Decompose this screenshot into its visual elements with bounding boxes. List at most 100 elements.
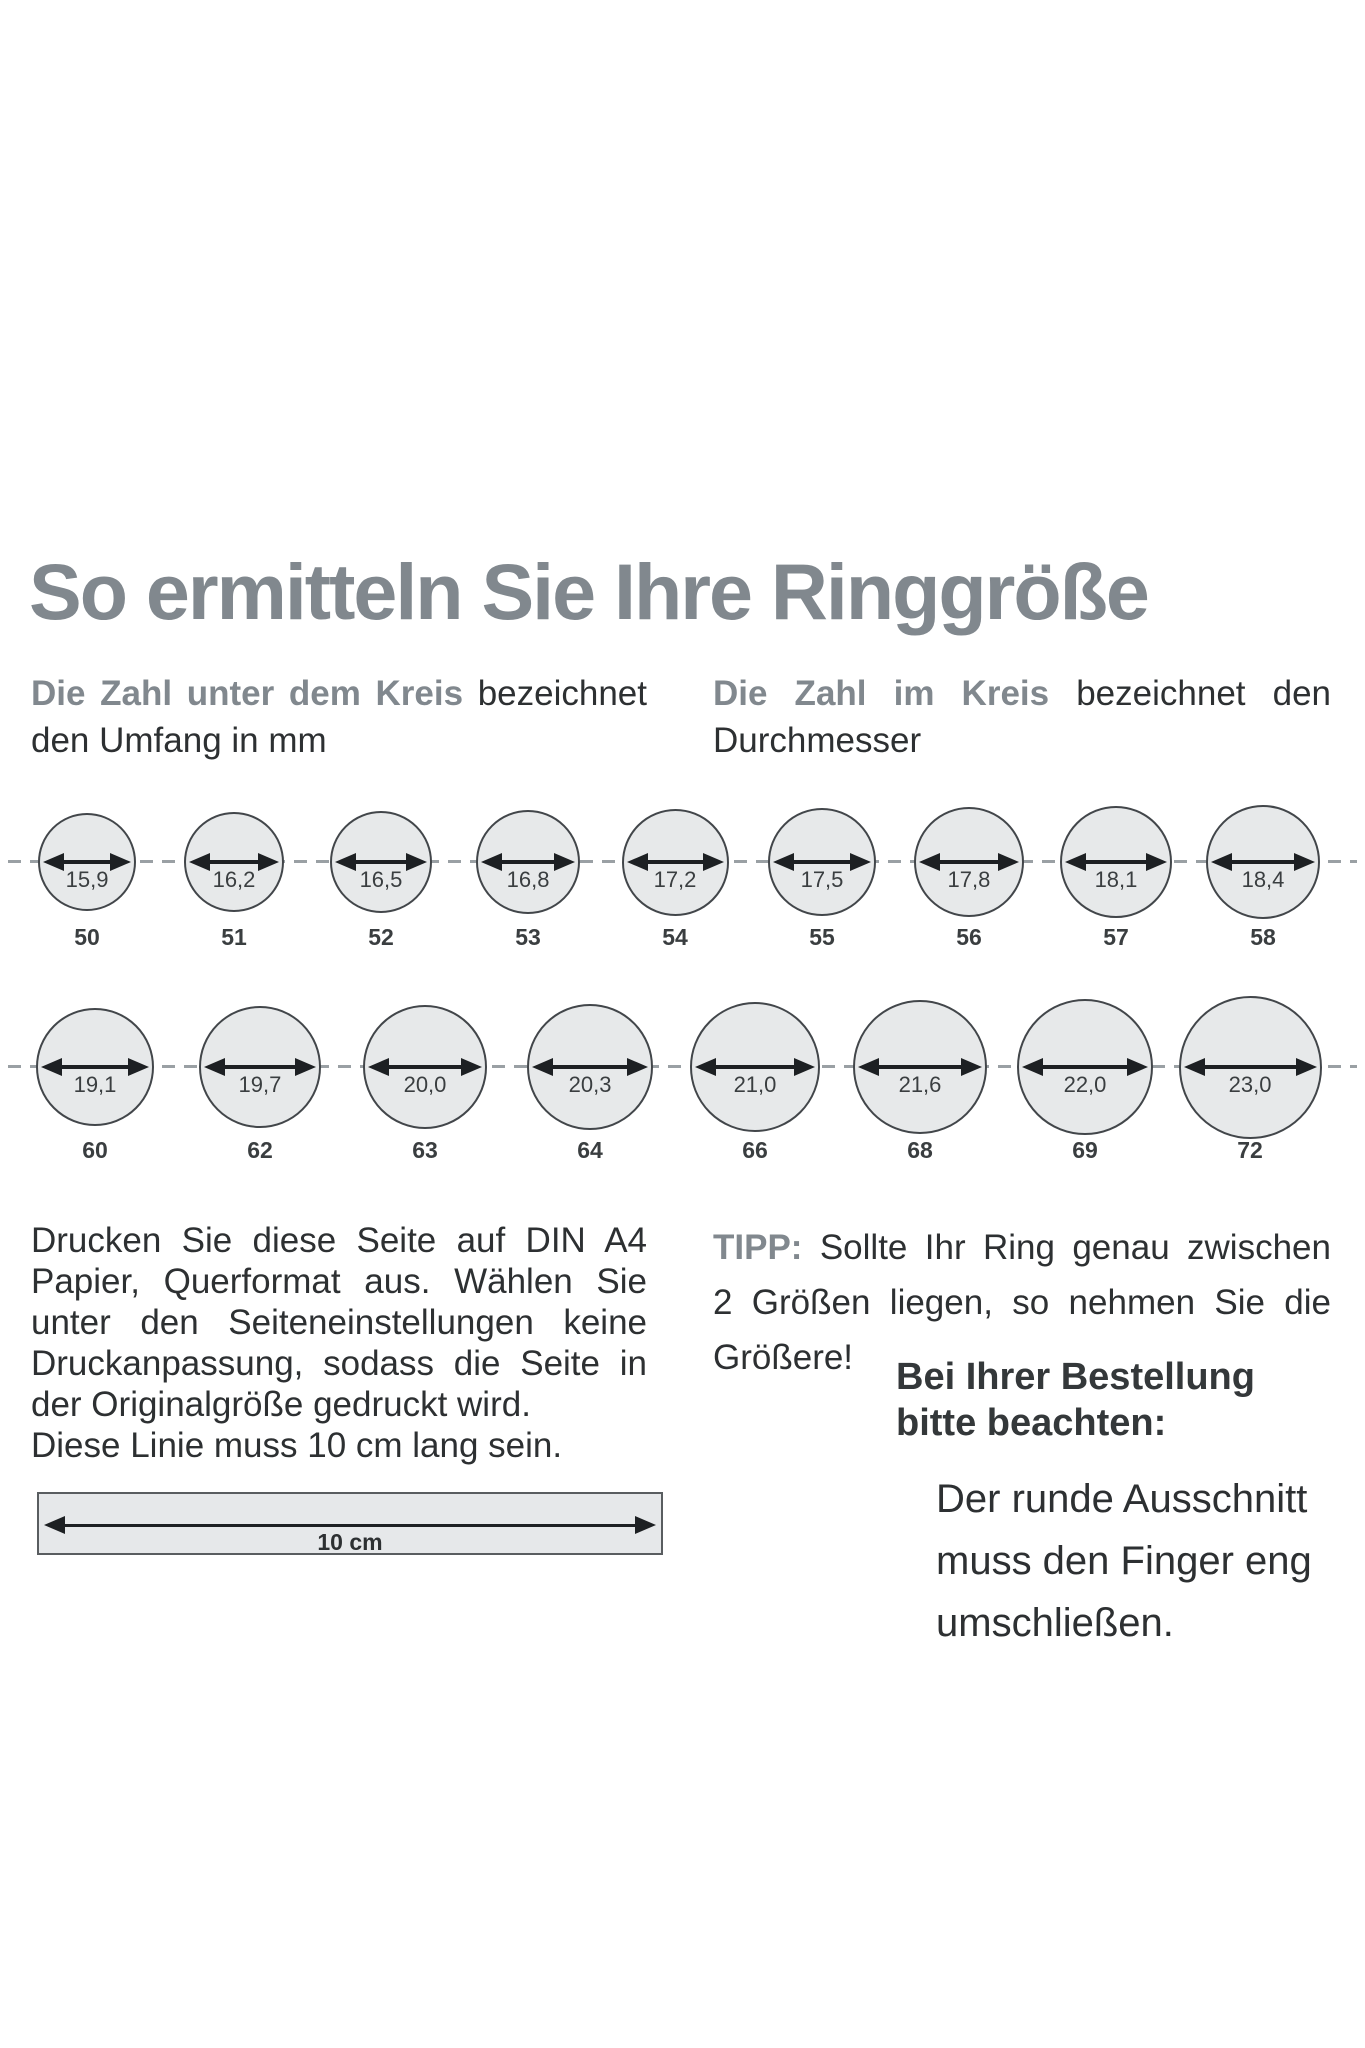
arrow-right-head-icon [295,1057,317,1076]
tip-prefix: TIPP: [713,1228,803,1267]
arrow-left-head-icon [42,853,64,872]
diameter-double-arrow-icon [857,1053,983,1081]
ring-size-label: 53 [515,924,541,950]
ring-size-label: 63 [412,1137,438,1163]
ring-circle: 17,8 [913,806,1025,918]
diameter-double-arrow-icon [626,848,724,876]
diameter-double-arrow-icon [1210,848,1316,876]
diameter-double-arrow-icon [531,1053,649,1081]
arrow-shaft [63,860,111,865]
arrow-shaft [209,859,259,864]
arrow-right-head-icon [406,852,428,871]
arrow-right-head-icon [1295,1058,1317,1077]
arrow-left-head-icon [203,1057,225,1076]
calibration-ruler: 10 cm [37,1492,663,1555]
arrow-left-head-icon [1064,852,1086,871]
ring-circle: 20,0 [362,1004,488,1130]
ring-size-label: 55 [809,924,835,950]
diameter-value: 19,1 [73,1071,117,1097]
ring-circle: 17,5 [767,807,877,917]
ring-size-label: 52 [368,924,394,950]
diameter-value: 15,9 [65,867,109,893]
ring-circle: 22,0 [1016,998,1154,1136]
arrow-right-head-icon [627,1058,649,1077]
diameter-value: 21,0 [733,1071,777,1097]
ring-circle: 15,9 [37,812,137,912]
diameter-double-arrow-icon [188,848,280,876]
tip-paragraph: TIPP: Sollte Ihr Ring genau zwischen 2 G… [713,1220,1331,1385]
ring-circle: 23,0 [1178,995,1322,1139]
ring-circle: 17,2 [621,808,729,916]
arrow-left-head-icon [857,1057,879,1076]
arrow-right-head-icon [1127,1057,1149,1076]
ruler-length-label: 10 cm [317,1529,383,1555]
diameter-value: 17,5 [800,866,844,892]
ring-size-label: 56 [956,924,982,950]
ring-size-label: 64 [577,1137,603,1163]
diameter-value: 20,0 [403,1071,447,1097]
diameter-double-arrow-icon [40,1053,150,1081]
arrow-shaft [61,1064,129,1069]
intro-right-rest: bezeichnet den [1076,674,1332,713]
print-note-line: Druckanpassung, sodass die Seite in [31,1344,647,1383]
diameter-value: 22,0 [1063,1071,1107,1097]
ring-size-label: 69 [1072,1137,1098,1163]
diameter-double-arrow-icon [367,1053,483,1081]
arrow-shaft [65,1523,635,1527]
arrow-shaft [939,859,999,864]
diameter-value: 17,2 [653,867,697,892]
arrow-right-head-icon [110,853,132,872]
ring-circle: 21,0 [689,1001,821,1133]
arrow-left-head-icon [44,1516,65,1534]
arrow-left-head-icon [1183,1058,1205,1077]
diameter-value: 19,7 [238,1071,282,1097]
arrow-shaft [1085,859,1147,864]
arrow-left-head-icon [531,1058,553,1077]
ring-circle: 20,3 [526,1003,654,1131]
ring-circle: 18,4 [1205,804,1321,920]
arrow-left-head-icon [334,852,356,871]
diameter-value: 16,8 [506,867,550,893]
intro-right-line2: Durchmesser [713,721,922,760]
ring-circle: 16,5 [329,810,433,914]
ring-size-label: 58 [1250,924,1276,950]
diameter-double-arrow-icon [1064,848,1168,876]
arrow-right-head-icon [635,1516,656,1534]
intro-left-line1: Die Zahl unter dem Kreis bezeichnet [31,670,647,717]
arrow-left-head-icon [626,853,648,871]
ring-size-label: 66 [742,1137,768,1163]
ring-circle: 16,8 [475,809,581,915]
tip-line3: Größere! [713,1338,854,1377]
print-note-line: Diese Linie muss 10 cm lang sein. [31,1426,563,1465]
intro-left-rest: bezeichnet [477,674,647,713]
arrow-shaft [1042,1064,1128,1069]
diameter-value: 16,5 [359,866,403,892]
ring-size-label: 72 [1237,1137,1263,1163]
arrow-left-head-icon [40,1057,62,1076]
order-note-body-line: muss den Finger eng [936,1539,1312,1583]
intro-right-highlight: Die Zahl im Kreis [713,674,1050,713]
arrow-left-head-icon [694,1057,716,1076]
diameter-double-arrow-icon [334,848,428,876]
arrow-shaft [388,1064,462,1069]
ring-size-label: 60 [82,1137,108,1163]
order-note-body-line: Der runde Ausschnitt [936,1477,1308,1521]
arrow-right-head-icon [702,853,724,871]
order-note-heading-line: bitte beachten: [896,1402,1167,1444]
arrow-right-head-icon [961,1057,983,1076]
arrow-shaft [715,1064,795,1069]
arrow-right-head-icon [461,1057,483,1076]
ring-circle: 18,1 [1059,805,1173,919]
diameter-double-arrow-icon [918,848,1020,876]
diameter-double-arrow-icon [694,1053,816,1081]
arrow-shaft [793,859,851,864]
arrow-shaft [355,859,407,864]
diameter-double-arrow-icon [203,1053,317,1081]
tip-line1: TIPP: Sollte Ihr Ring genau zwischen [713,1220,1331,1275]
intro-right: Die Zahl im Kreis bezeichnet den Durchme… [713,670,1331,764]
diameter-value: 23,0 [1228,1072,1272,1098]
ring-circle: 19,7 [198,1005,322,1129]
arrow-left-head-icon [1210,852,1232,871]
diameter-value: 16,2 [212,866,256,892]
